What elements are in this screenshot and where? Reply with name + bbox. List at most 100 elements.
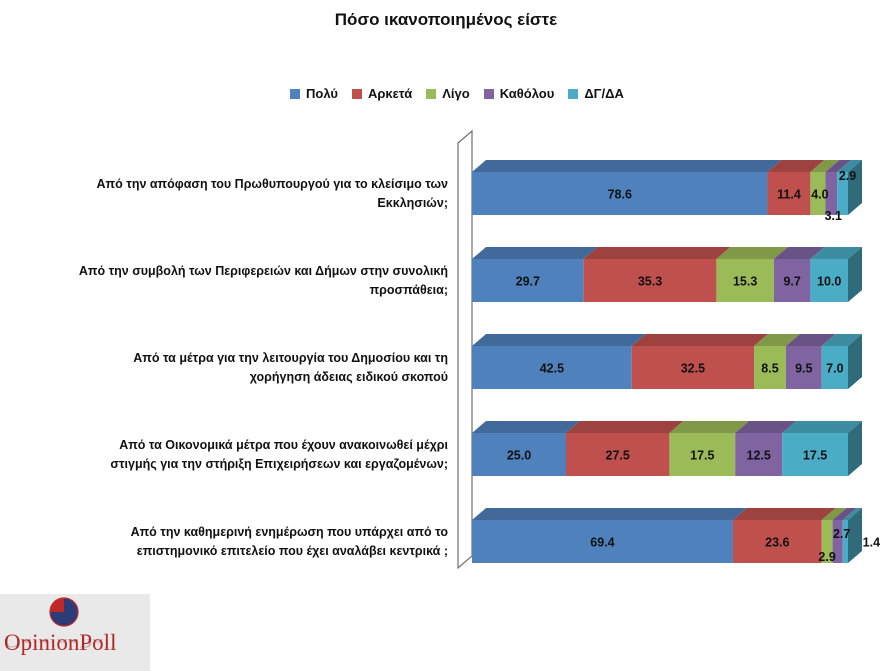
logo-globe-icon	[49, 597, 79, 627]
data-label: 32.5	[681, 362, 705, 376]
legend-item: Καθόλου	[483, 86, 555, 101]
data-label: 69.4	[590, 536, 614, 550]
bar-top-face	[472, 247, 598, 259]
data-label: 35.3	[638, 275, 662, 289]
bar-top-face	[837, 160, 862, 172]
bar-segment	[842, 520, 848, 563]
bar-segment	[566, 433, 670, 476]
bar-segment	[837, 172, 848, 215]
bar-side-face	[848, 160, 862, 215]
bar-top-face	[716, 247, 788, 259]
logo-text: OpinionPoll	[4, 630, 117, 655]
data-label: 3.1	[825, 209, 842, 223]
chart-title: Πόσο ικανοποιημένος είστε	[334, 10, 558, 29]
legend-item: Λίγο	[426, 86, 470, 101]
data-label: 78.6	[608, 188, 632, 202]
bar-top-face	[472, 160, 782, 172]
bar-segment	[472, 259, 584, 302]
data-label: 11.4	[777, 188, 801, 202]
data-label: 9.7	[783, 275, 800, 289]
legend-swatch	[483, 88, 494, 99]
data-label: 29.7	[516, 275, 540, 289]
bar-top-face	[773, 247, 825, 259]
data-label: 9.5	[795, 362, 812, 376]
data-label: 23.6	[765, 536, 789, 550]
data-label: 25.0	[507, 449, 531, 463]
category-label: στιγμής για την στήριξη Επιχειρήσεων και…	[110, 457, 448, 471]
bar-top-face	[472, 421, 580, 433]
legend-label: Καθόλου	[499, 86, 555, 101]
axis-plane	[457, 129, 473, 570]
bar-segment	[732, 520, 822, 563]
bar-top-face	[472, 508, 747, 520]
data-label: 12.5	[747, 449, 771, 463]
bar-top-face	[785, 334, 836, 346]
bar-top-face	[735, 421, 797, 433]
bar-top-face	[767, 160, 825, 172]
bar-segment	[472, 433, 566, 476]
legend-item: ΔΓ/ΔΑ	[568, 86, 624, 101]
bar-top-face	[832, 508, 857, 520]
bar-top-face	[821, 334, 862, 346]
category-label: Από τα μέτρα για την λειτουργία του Δημο…	[133, 351, 448, 365]
legend-label: ΔΓ/ΔΑ	[584, 86, 624, 101]
data-label: 4.0	[811, 188, 828, 202]
bar-segment	[583, 259, 717, 302]
legend-label: Πολύ	[306, 86, 338, 101]
bar-segment	[810, 259, 848, 302]
bar-top-face	[669, 421, 750, 433]
opinionpoll-logo: OpinionPoll OpinionPoll	[0, 594, 150, 671]
bar-segment	[785, 346, 822, 389]
bar-segment	[472, 346, 632, 389]
bar-top-face	[810, 160, 840, 172]
legend-swatch	[568, 88, 579, 99]
bar-segment	[716, 259, 774, 302]
bar-top-face	[754, 334, 800, 346]
bar-segment	[754, 346, 786, 389]
bar-segment	[821, 346, 848, 389]
data-label: 17.5	[690, 449, 714, 463]
data-label: 15.3	[733, 275, 757, 289]
legend: Πολύ Αρκετά Λίγο Καθόλου ΔΓ/ΔΑ	[290, 86, 624, 101]
category-label: προσπάθεια;	[370, 283, 448, 297]
bar-segment	[782, 433, 848, 476]
bar-side-face	[848, 508, 862, 563]
category-label: Από την καθημερινή ενημέρωση που υπάρχει…	[131, 525, 449, 539]
bar-segment	[631, 346, 754, 389]
bar-side-face	[848, 421, 862, 476]
category-label: Εκκλησιών;	[377, 196, 448, 210]
data-label: 2.9	[839, 169, 856, 183]
data-label: 1.4	[863, 536, 880, 550]
bar-segment	[735, 433, 783, 476]
bar-top-face	[810, 247, 862, 259]
bar-top-face	[732, 508, 836, 520]
legend-swatch	[290, 88, 300, 99]
data-label: 2.7	[833, 527, 850, 541]
bar-top-face	[472, 334, 646, 346]
bar-top-face	[821, 508, 847, 520]
legend-swatch	[426, 88, 437, 99]
data-label: 2.9	[818, 550, 835, 564]
bar-segment	[669, 433, 736, 476]
bar-segment	[821, 520, 833, 563]
data-label: 27.5	[606, 449, 630, 463]
legend-swatch	[351, 88, 362, 99]
bar-top-face	[825, 160, 852, 172]
data-label: 42.5	[540, 362, 564, 376]
category-label: Από την συμβολή των Περιφερειών και Δήμω…	[79, 264, 448, 278]
bar-top-face	[842, 508, 862, 520]
category-label: Από τα Οικονομικά μέτρα που έχουν ανακοι…	[119, 438, 448, 452]
legend-label: Αρκετά	[367, 86, 413, 101]
category-label: Από την απόφαση του Πρωθυπουργού για το …	[97, 177, 449, 191]
category-label: επιστημονικό επιτελείο που έχει αναλάβει…	[137, 544, 448, 558]
legend-item: Αρκετά	[351, 86, 413, 101]
bar-side-face	[848, 334, 862, 389]
data-label: 17.5	[803, 449, 827, 463]
data-label: 8.5	[761, 362, 778, 376]
bar-segment	[472, 520, 733, 563]
bar-segment	[832, 520, 843, 563]
bar-segment	[767, 172, 811, 215]
bar-top-face	[631, 334, 768, 346]
bar-top-face	[583, 247, 731, 259]
